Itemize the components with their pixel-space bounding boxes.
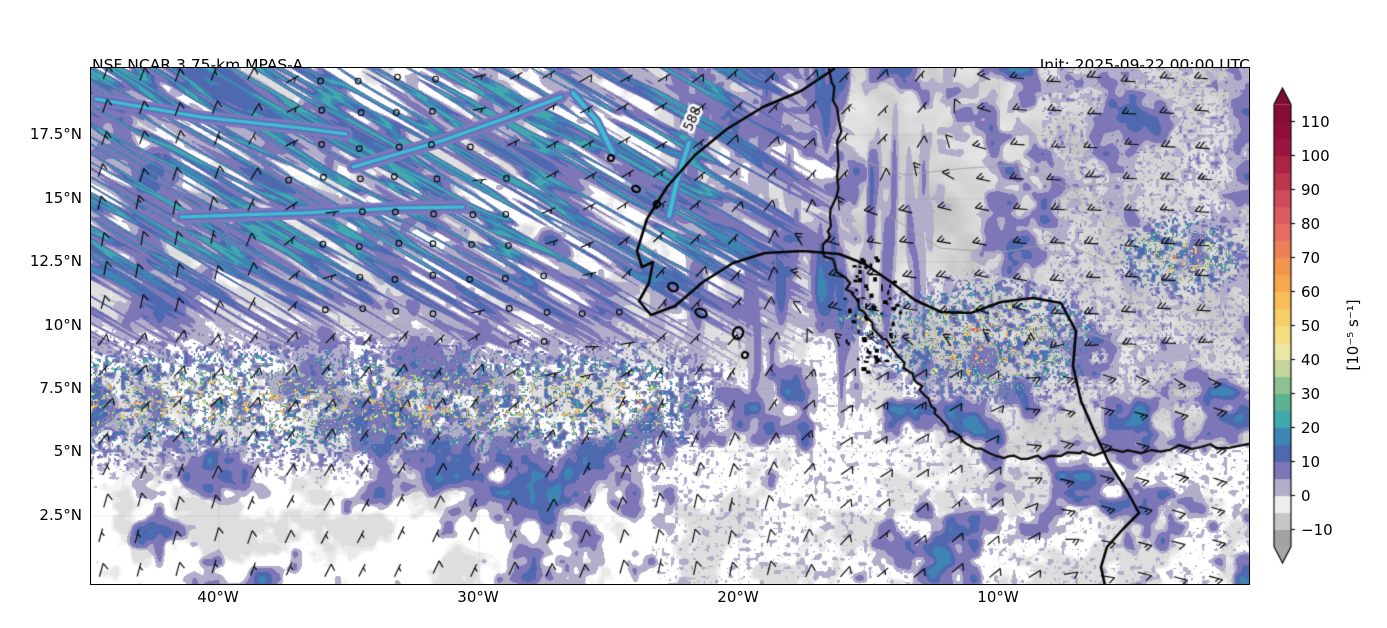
colorbar-tick-label: 90 xyxy=(1301,180,1321,199)
colorbar-tick-label: 60 xyxy=(1301,282,1321,301)
colorbar-tick-label: 80 xyxy=(1301,214,1321,233)
colorbar-tick-label: 50 xyxy=(1301,316,1321,335)
y-tick-label: 17.5°N xyxy=(29,125,82,143)
colorbar-tick-label: 70 xyxy=(1301,248,1321,267)
colorbar-tick-label: 20 xyxy=(1301,418,1321,437)
y-tick-label: 5°N xyxy=(53,442,82,460)
y-tick-label: 7.5°N xyxy=(39,379,82,397)
colorbar-tick-label: 30 xyxy=(1301,384,1321,403)
map-plot-area xyxy=(90,67,1250,585)
y-tick-label: 12.5°N xyxy=(29,252,82,270)
x-tick-label: 40°W xyxy=(197,588,239,606)
colorbar-tick-label: 10 xyxy=(1301,452,1321,471)
y-tick-label: 15°N xyxy=(44,189,82,207)
colorbar-tick-label: 110 xyxy=(1301,112,1330,131)
colorbar xyxy=(1262,84,1382,584)
colorbar-tick-label: −10 xyxy=(1301,520,1333,539)
colorbar-canvas xyxy=(1262,84,1382,584)
y-tick-label: 2.5°N xyxy=(39,506,82,524)
x-tick-label: 20°W xyxy=(717,588,759,606)
x-tick-label: 10°W xyxy=(977,588,1019,606)
vorticity-map-canvas xyxy=(91,68,1249,584)
y-tick-label: 10°N xyxy=(44,316,82,334)
colorbar-tick-label: 0 xyxy=(1301,486,1311,505)
x-tick-label: 30°W xyxy=(457,588,499,606)
colorbar-unit-label: [10⁻⁵ s⁻¹] xyxy=(1344,299,1362,371)
colorbar-tick-label: 100 xyxy=(1301,146,1330,165)
colorbar-tick-label: 40 xyxy=(1301,350,1321,369)
